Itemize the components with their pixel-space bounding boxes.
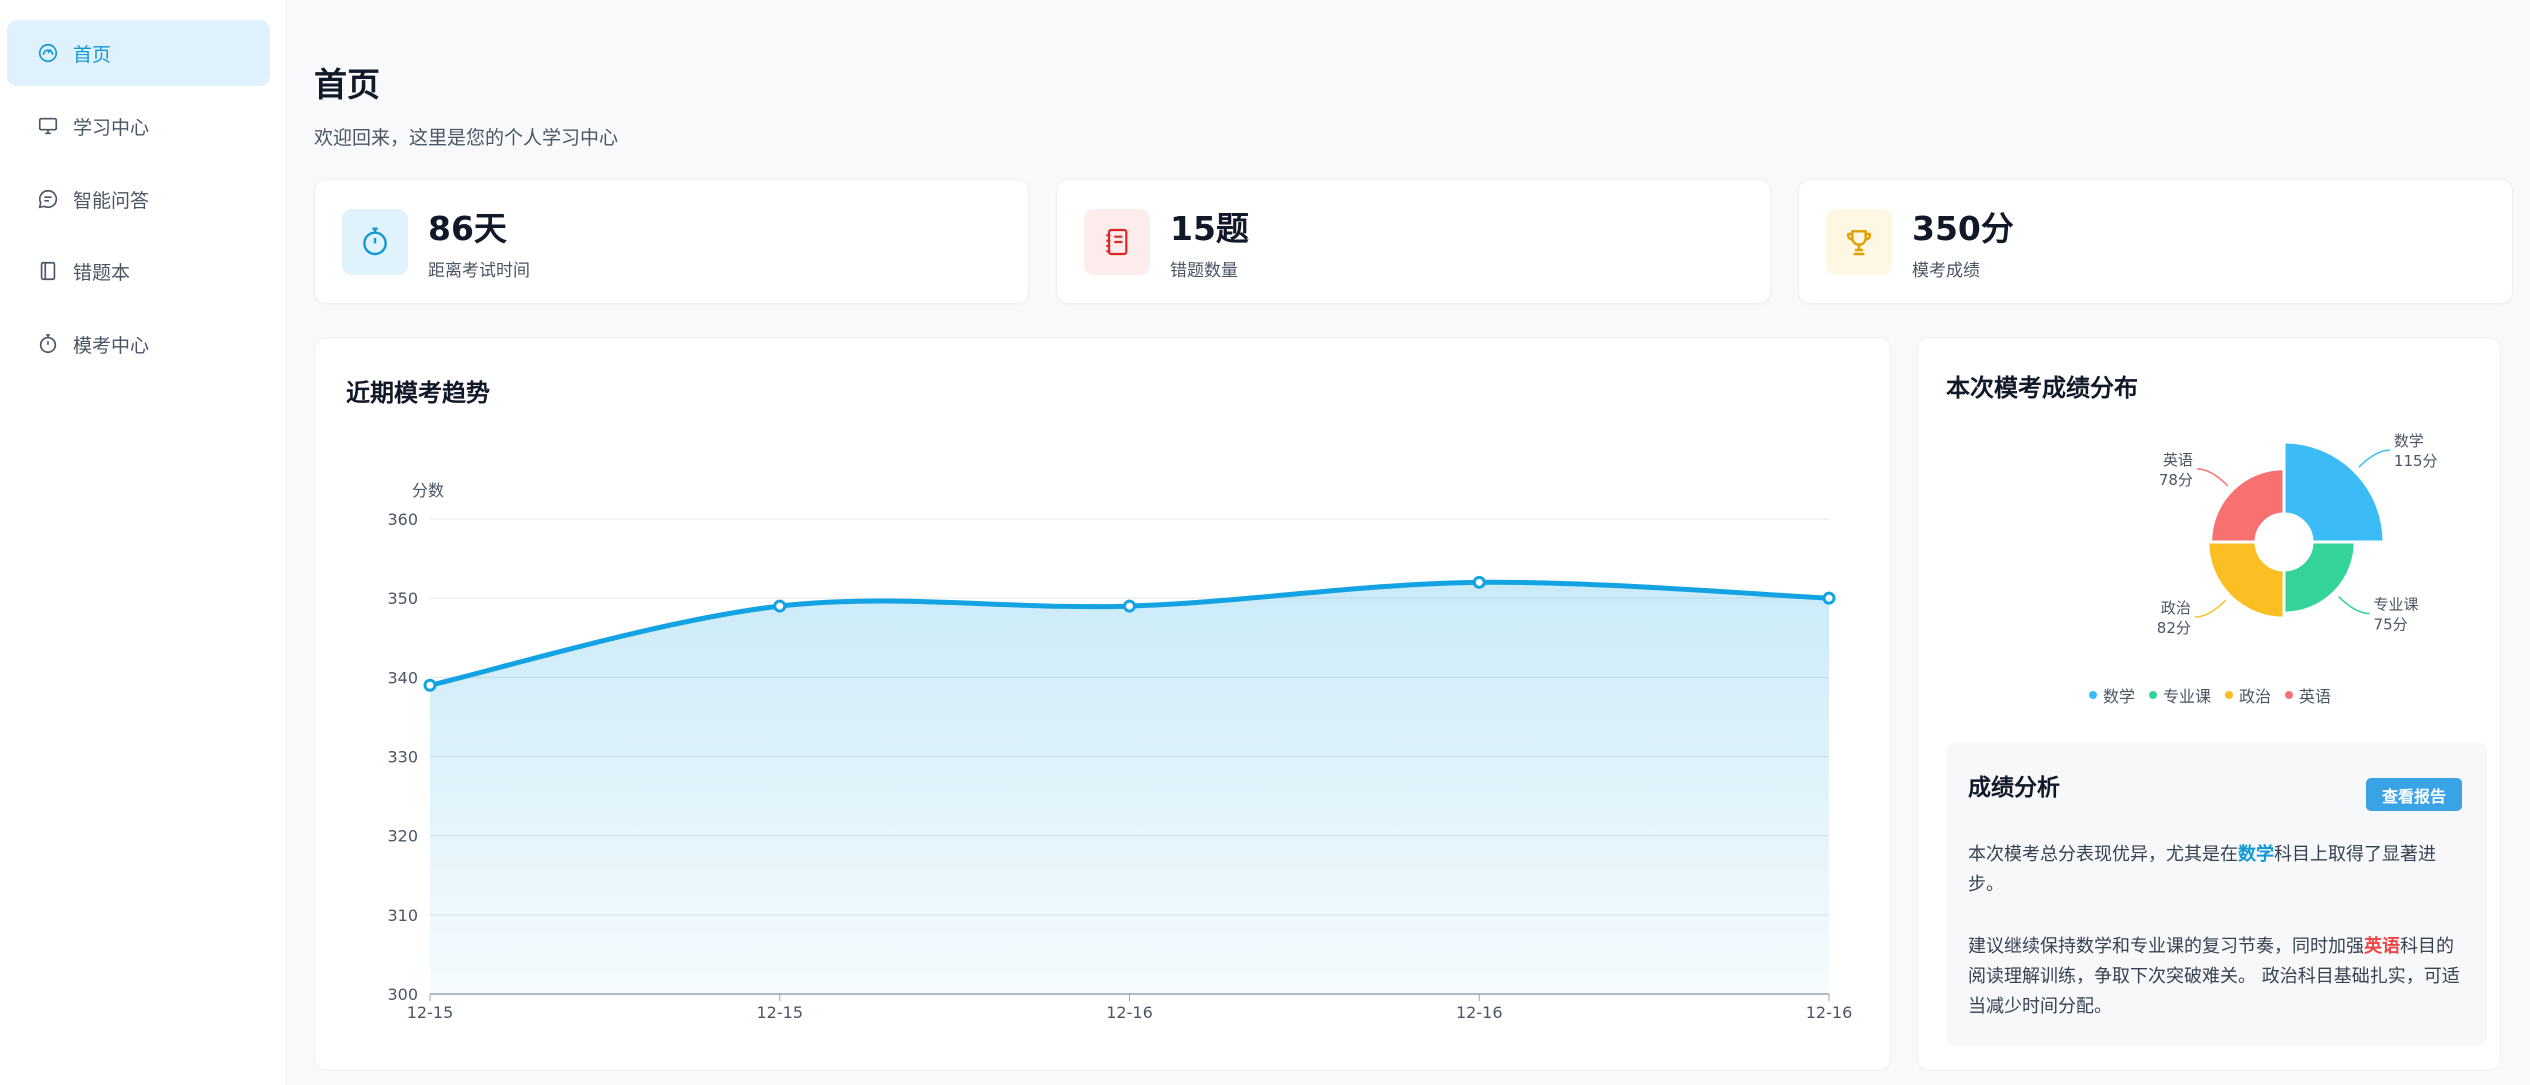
highlight-subject-english: 英语	[2364, 936, 2400, 957]
analysis-paragraph-1: 本次模考总分表现优异，尤其是在数学科目上取得了显著进步。	[1968, 840, 2468, 900]
sidebar-item-label: 智能问答	[73, 189, 150, 212]
y-tick-label: 320	[387, 827, 418, 846]
legend-item[interactable]: 专业课	[2148, 683, 2211, 707]
analysis-text: 本次模考总分表现优异，尤其是在	[1968, 844, 2238, 865]
trend-chart-card: 近期模考趋势 分数 300 310 320 330 340 350 360 12-15 12-15…	[314, 337, 1891, 1071]
legend-dot	[2285, 691, 2294, 699]
sidebar-item-label: 模考中心	[73, 334, 150, 357]
y-tick-label: 340	[387, 668, 418, 687]
trend-chart: 分数 300 310 320 330 340 350 360 12-15 12-15 12-16 12…	[387, 481, 1853, 1022]
trend-point	[1822, 591, 1836, 605]
pie-slice-3	[2209, 467, 2286, 544]
trend-point	[1472, 575, 1486, 589]
x-tick-label: 12-15	[757, 1003, 804, 1022]
stat-card-exam-countdown: 86天 距离考试时间	[314, 179, 1029, 304]
pie-legend: 数学 专业课 政治 英语	[1918, 683, 2502, 707]
legend-item[interactable]: 英语	[2285, 683, 2331, 707]
trend-point	[1123, 599, 1136, 613]
stat-value: 15题	[1170, 209, 1249, 248]
analysis-title: 成绩分析	[1968, 775, 2060, 801]
y-tick-label: 310	[387, 906, 418, 925]
stat-label: 模考成绩	[1912, 261, 1980, 281]
sidebar-item-mistake-book[interactable]: 错题本	[7, 238, 270, 304]
analysis-text: 建议继续保持数学和专业课的复习节奏，同时加强	[1968, 936, 2364, 957]
stat-card-mistake-count: 15题 错题数量	[1056, 179, 1771, 304]
pie-label-line	[2196, 468, 2229, 487]
analysis-paragraph-2: 建议继续保持数学和专业课的复习节奏，同时加强英语科目的阅读理解训练，争取下次突破…	[1968, 932, 2468, 1022]
stat-value: 86天	[428, 209, 507, 248]
stopwatch-icon	[342, 209, 408, 275]
analysis-text: 科目上取得了显著进步。	[1968, 844, 2436, 895]
x-tick-label: 12-16	[1456, 1003, 1503, 1022]
y-tick-label: 330	[387, 748, 418, 767]
legend-label: 数学	[2102, 687, 2135, 706]
pie-label-line	[2194, 599, 2227, 618]
dashboard-icon	[37, 42, 59, 64]
legend-item[interactable]: 数学	[2088, 683, 2135, 707]
highlight-subject-math: 数学	[2238, 844, 2274, 865]
pie-slice-2	[2206, 540, 2286, 620]
sidebar-item-label: 首页	[73, 43, 112, 66]
x-tick-label: 12-16	[1106, 1003, 1153, 1022]
legend-label: 专业课	[2162, 687, 2211, 706]
pie-chart-title: 本次模考成绩分布	[1946, 374, 2138, 402]
legend-dot	[2148, 691, 2157, 699]
legend-dot	[2088, 691, 2097, 699]
trend-point	[773, 599, 787, 613]
pie-label-name: 专业课	[2374, 596, 2419, 614]
pie-slice-0	[2282, 440, 2386, 544]
sidebar-item-label: 错题本	[73, 261, 131, 284]
trend-chart-title: 近期模考趋势	[346, 379, 490, 407]
monitor-icon	[37, 115, 59, 137]
notebook-icon	[37, 260, 59, 282]
pie-slice-1	[2282, 540, 2357, 615]
stat-label: 错题数量	[1170, 261, 1238, 281]
pie-label-value: 82分	[2157, 619, 2191, 637]
legend-label: 政治	[2239, 687, 2272, 706]
y-tick-label: 300	[387, 985, 418, 1004]
trend-area	[430, 582, 1829, 994]
stat-value: 350分	[1912, 209, 2014, 248]
notebook-icon	[1084, 209, 1150, 275]
pie-label-value: 75分	[2374, 616, 2408, 634]
stopwatch-icon	[37, 333, 59, 355]
page-title: 首页	[314, 65, 380, 104]
y-tick-label: 360	[387, 510, 418, 529]
legend-item[interactable]: 政治	[2225, 683, 2271, 707]
page-subtitle: 欢迎回来，这里是您的个人学习中心	[314, 127, 619, 149]
chat-icon	[37, 188, 59, 210]
legend-dot	[2225, 691, 2233, 699]
sidebar-item-mock-exam[interactable]: 模考中心	[7, 311, 270, 377]
trophy-icon	[1826, 209, 1892, 275]
sidebar-item-label: 学习中心	[73, 116, 150, 139]
y-tick-label: 350	[387, 589, 418, 608]
pie-label-value: 78分	[2159, 471, 2193, 489]
pie-label-line	[2338, 596, 2370, 615]
stat-label: 距离考试时间	[428, 261, 530, 281]
y-axis-label: 分数	[412, 481, 444, 500]
score-analysis-panel: 成绩分析 查看报告 本次模考总分表现优异，尤其是在数学科目上取得了显著进步。 建…	[1946, 742, 2487, 1046]
pie-label-name: 英语	[2163, 451, 2193, 469]
sidebar-item-home[interactable]: 首页	[7, 20, 270, 86]
legend-label: 英语	[2299, 687, 2332, 706]
sidebar-item-study-center[interactable]: 学习中心	[7, 93, 270, 159]
pie-label-line	[2358, 449, 2390, 468]
main-content: 首页 欢迎回来，这里是您的个人学习中心 86天 距离考试时间 15题 错题数量 …	[287, 0, 2530, 1085]
x-tick-label: 12-15	[407, 1003, 454, 1022]
trend-point	[423, 678, 437, 692]
pie-label-name: 数学	[2394, 432, 2424, 450]
x-tick-label: 12-16	[1806, 1003, 1853, 1022]
view-report-button[interactable]: 查看报告	[2366, 778, 2462, 811]
score-distribution-card: 本次模考成绩分布 数学 115分 专业课 75分 政治 82分 英语 78分 数学 专业课 政治英…	[1917, 337, 2501, 1071]
sidebar: 首页 学习中心 智能问答 错题本 模考中心	[0, 0, 287, 1085]
analysis-text: 科目的阅读理解训练，争取下次突破难关。 政治科目基础扎实，可适当减少时间分配。	[1968, 936, 2460, 1017]
stat-card-mock-score: 350分 模考成绩	[1798, 179, 2513, 304]
pie-label-value: 115分	[2394, 452, 2438, 470]
pie-label-name: 政治	[2161, 599, 2191, 617]
sidebar-item-smart-qa[interactable]: 智能问答	[7, 166, 270, 232]
